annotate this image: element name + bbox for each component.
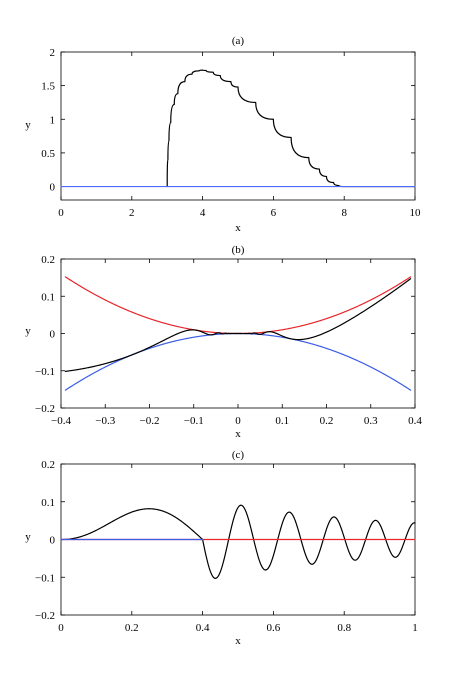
panel-b-series-0-line xyxy=(64,276,412,335)
panel-a-xlabel: x xyxy=(235,222,241,234)
panel-b-yticks: −0.2 −0.1 0 0.1 0.2 xyxy=(35,254,415,415)
y-tick-label: −0.2 xyxy=(35,610,55,622)
x-tick-label: −0.2 xyxy=(140,415,160,427)
y-tick-label: 1 xyxy=(50,114,56,126)
y-tick-label: 0.2 xyxy=(41,459,55,471)
panel-b: (b) x y −0.4 −0.3 −0.2 −0.1 0 0.1 0.2 0.3 0.4 −0… xyxy=(25,244,422,440)
x-tick-label: 0 xyxy=(235,415,241,427)
y-tick-label: 0.1 xyxy=(41,497,55,509)
panel-a-ylabel: y xyxy=(25,119,31,131)
panel-c-ylabel: y xyxy=(25,531,31,543)
x-tick-label: 0.2 xyxy=(125,622,139,634)
panel-b-series-2-line xyxy=(64,278,412,372)
x-tick-label: −0.1 xyxy=(184,415,204,427)
panel-c-xlabel: x xyxy=(235,635,241,647)
panel-b-title: (b) xyxy=(232,244,245,256)
panel-b-ylabel: y xyxy=(25,325,31,337)
y-tick-label: 0 xyxy=(50,535,56,547)
y-tick-label: 1.5 xyxy=(41,81,55,93)
panel-a-series xyxy=(60,69,416,188)
panel-a-yticks: 0 0.5 1 1.5 2 xyxy=(41,47,415,194)
panel-b-series xyxy=(64,276,412,391)
x-tick-label: 0 xyxy=(58,207,64,219)
x-tick-label: −0.4 xyxy=(51,415,71,427)
x-tick-label: 2 xyxy=(129,207,135,219)
panel-b-series-1-line xyxy=(64,332,412,391)
x-tick-label: 6 xyxy=(271,207,277,219)
panel-c-title: (c) xyxy=(232,449,245,461)
x-tick-label: 1 xyxy=(412,622,418,634)
panel-a-frame xyxy=(60,51,416,201)
y-tick-label: 0 xyxy=(50,329,56,341)
panel-c-series-0-line xyxy=(60,504,416,579)
panel-b-xticks: −0.4 −0.3 −0.2 −0.1 0 0.1 0.2 0.3 0.4 xyxy=(51,259,422,427)
x-tick-label: 0.6 xyxy=(267,622,281,634)
panel-c-yticks: −0.2 −0.1 0 0.1 0.2 xyxy=(35,459,415,622)
panel-c-xticks: 0 0.2 0.4 0.6 0.8 1 xyxy=(58,464,418,634)
panel-a-title: (a) xyxy=(232,35,245,47)
y-tick-label: 0.5 xyxy=(41,148,55,160)
panel-c: (c) x y 0 0.2 0.4 0.6 0.8 1 −0.2 −0.1 0 0.1 0.2 xyxy=(25,449,418,647)
panel-a: (a) x y 0 2 4 6 8 10 0 0.5 1 1.5 2 xyxy=(25,35,421,234)
x-tick-label: 0 xyxy=(58,622,64,634)
x-tick-label: 0.2 xyxy=(320,415,334,427)
panel-c-series xyxy=(60,504,416,579)
x-tick-label: 0.4 xyxy=(408,415,422,427)
x-tick-label: 0.3 xyxy=(364,415,378,427)
y-tick-label: 0 xyxy=(50,182,56,194)
x-tick-label: 10 xyxy=(410,207,422,219)
panel-a-series-0-line xyxy=(166,69,416,188)
x-tick-label: 0.1 xyxy=(275,415,289,427)
x-tick-label: 4 xyxy=(200,207,206,219)
y-tick-label: 0.2 xyxy=(41,254,55,266)
y-tick-label: 2 xyxy=(50,47,56,59)
x-tick-label: 8 xyxy=(341,207,347,219)
panel-a-xticks: 0 2 4 6 8 10 xyxy=(58,52,421,219)
y-tick-label: −0.2 xyxy=(35,403,55,415)
x-tick-label: 0.8 xyxy=(337,622,351,634)
y-tick-label: −0.1 xyxy=(35,572,55,584)
y-tick-label: 0.1 xyxy=(41,291,55,303)
x-tick-label: 0.4 xyxy=(196,622,210,634)
y-tick-label: −0.1 xyxy=(35,366,55,378)
x-tick-label: −0.3 xyxy=(95,415,115,427)
panel-b-xlabel: x xyxy=(235,428,241,440)
